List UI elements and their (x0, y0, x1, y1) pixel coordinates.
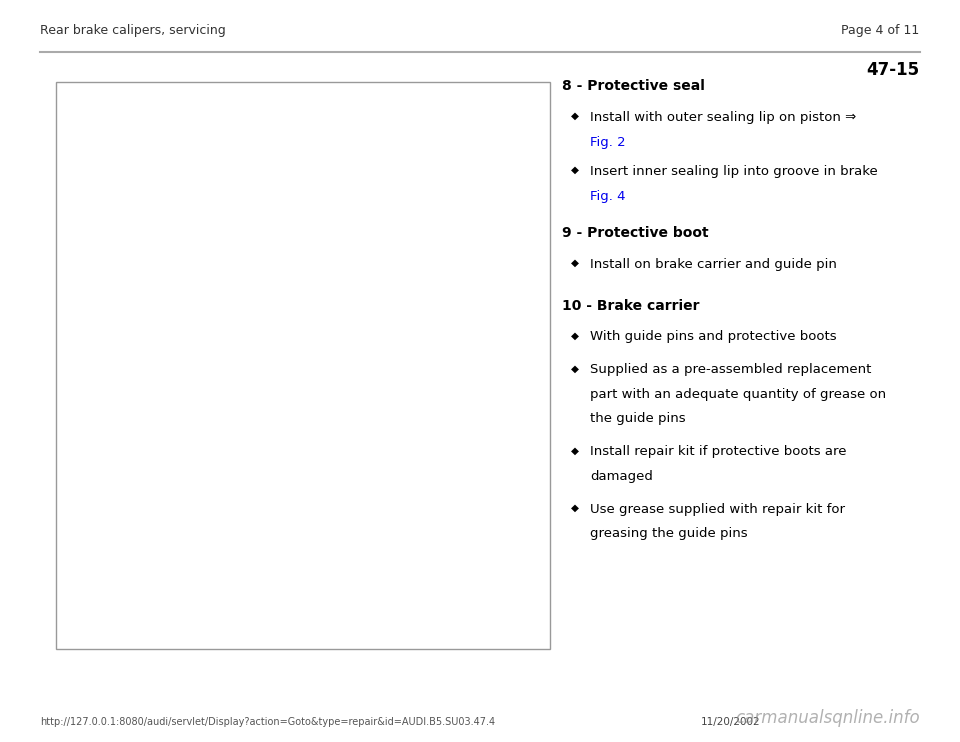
Text: carmanualsqnline.info: carmanualsqnline.info (735, 709, 920, 727)
Text: 1: 1 (115, 119, 123, 129)
Text: 47-15: 47-15 (867, 61, 920, 79)
Text: 10: 10 (455, 119, 470, 129)
Polygon shape (390, 381, 507, 517)
Text: 3: 3 (251, 119, 258, 129)
Circle shape (111, 137, 126, 151)
Text: http://127.0.0.1:8080/audi/servlet/Display?action=Goto&type=repair&id=AUDI.B5.SU: http://127.0.0.1:8080/audi/servlet/Displ… (40, 718, 495, 727)
Text: Install on brake carrier and guide pin: Install on brake carrier and guide pin (590, 258, 837, 271)
Text: With guide pins and protective boots: With guide pins and protective boots (590, 330, 837, 344)
Circle shape (157, 134, 177, 154)
Polygon shape (385, 391, 410, 420)
Text: ◆: ◆ (571, 503, 579, 513)
Text: Page 4 of 11: Page 4 of 11 (841, 24, 920, 38)
Text: 6: 6 (357, 119, 365, 129)
Text: ◆: ◆ (571, 445, 579, 456)
Polygon shape (84, 168, 230, 294)
Text: 5: 5 (328, 119, 336, 129)
Polygon shape (313, 299, 390, 328)
Text: 7: 7 (381, 119, 389, 129)
Text: ◆: ◆ (571, 330, 579, 341)
Text: 8 - Protective seal: 8 - Protective seal (562, 79, 705, 93)
Text: Install repair kit if protective boots are: Install repair kit if protective boots a… (590, 445, 847, 459)
Text: 11/20/2002: 11/20/2002 (701, 718, 760, 727)
Polygon shape (390, 284, 448, 342)
Ellipse shape (305, 299, 320, 328)
Circle shape (253, 138, 275, 159)
Text: Fig. 2: Fig. 2 (590, 136, 626, 148)
Text: Insert inner sealing lip into groove in brake: Insert inner sealing lip into groove in … (590, 165, 878, 178)
Circle shape (436, 437, 461, 461)
Text: Supplied as a pre-assembled replacement: Supplied as a pre-assembled replacement (590, 364, 872, 376)
Circle shape (83, 238, 97, 252)
Ellipse shape (366, 296, 385, 330)
Text: Use grease supplied with repair kit for: Use grease supplied with repair kit for (590, 503, 846, 516)
Ellipse shape (286, 146, 310, 160)
Text: 8: 8 (406, 119, 414, 129)
Text: ◆: ◆ (571, 111, 579, 121)
Text: damaged: damaged (590, 470, 653, 483)
Text: Rear brake calipers, servicing: Rear brake calipers, servicing (40, 24, 226, 38)
Text: Install with outer sealing lip on piston ⇒: Install with outer sealing lip on piston… (590, 111, 861, 124)
Circle shape (240, 289, 327, 376)
Text: the guide pins: the guide pins (590, 413, 686, 425)
Text: part with an adequate quantity of grease on: part with an adequate quantity of grease… (590, 388, 886, 401)
Text: Fig. 4: Fig. 4 (590, 189, 626, 203)
Circle shape (133, 211, 181, 260)
Circle shape (429, 430, 468, 468)
Text: 9: 9 (430, 119, 438, 129)
Text: 10 - Brake carrier: 10 - Brake carrier (562, 298, 699, 312)
Text: greasing the guide pins: greasing the guide pins (590, 528, 748, 540)
Text: A47-0005: A47-0005 (460, 628, 517, 642)
Polygon shape (133, 154, 206, 183)
Circle shape (250, 299, 318, 367)
Text: 2: 2 (163, 119, 171, 129)
Text: 4: 4 (289, 119, 298, 129)
Circle shape (119, 197, 196, 275)
Text: 9 - Protective boot: 9 - Protective boot (562, 226, 708, 240)
Text: ◆: ◆ (571, 364, 579, 373)
Text: ◆: ◆ (571, 165, 579, 175)
Text: ◆: ◆ (571, 258, 579, 268)
Circle shape (390, 398, 405, 413)
Polygon shape (468, 508, 487, 551)
Polygon shape (75, 216, 104, 275)
